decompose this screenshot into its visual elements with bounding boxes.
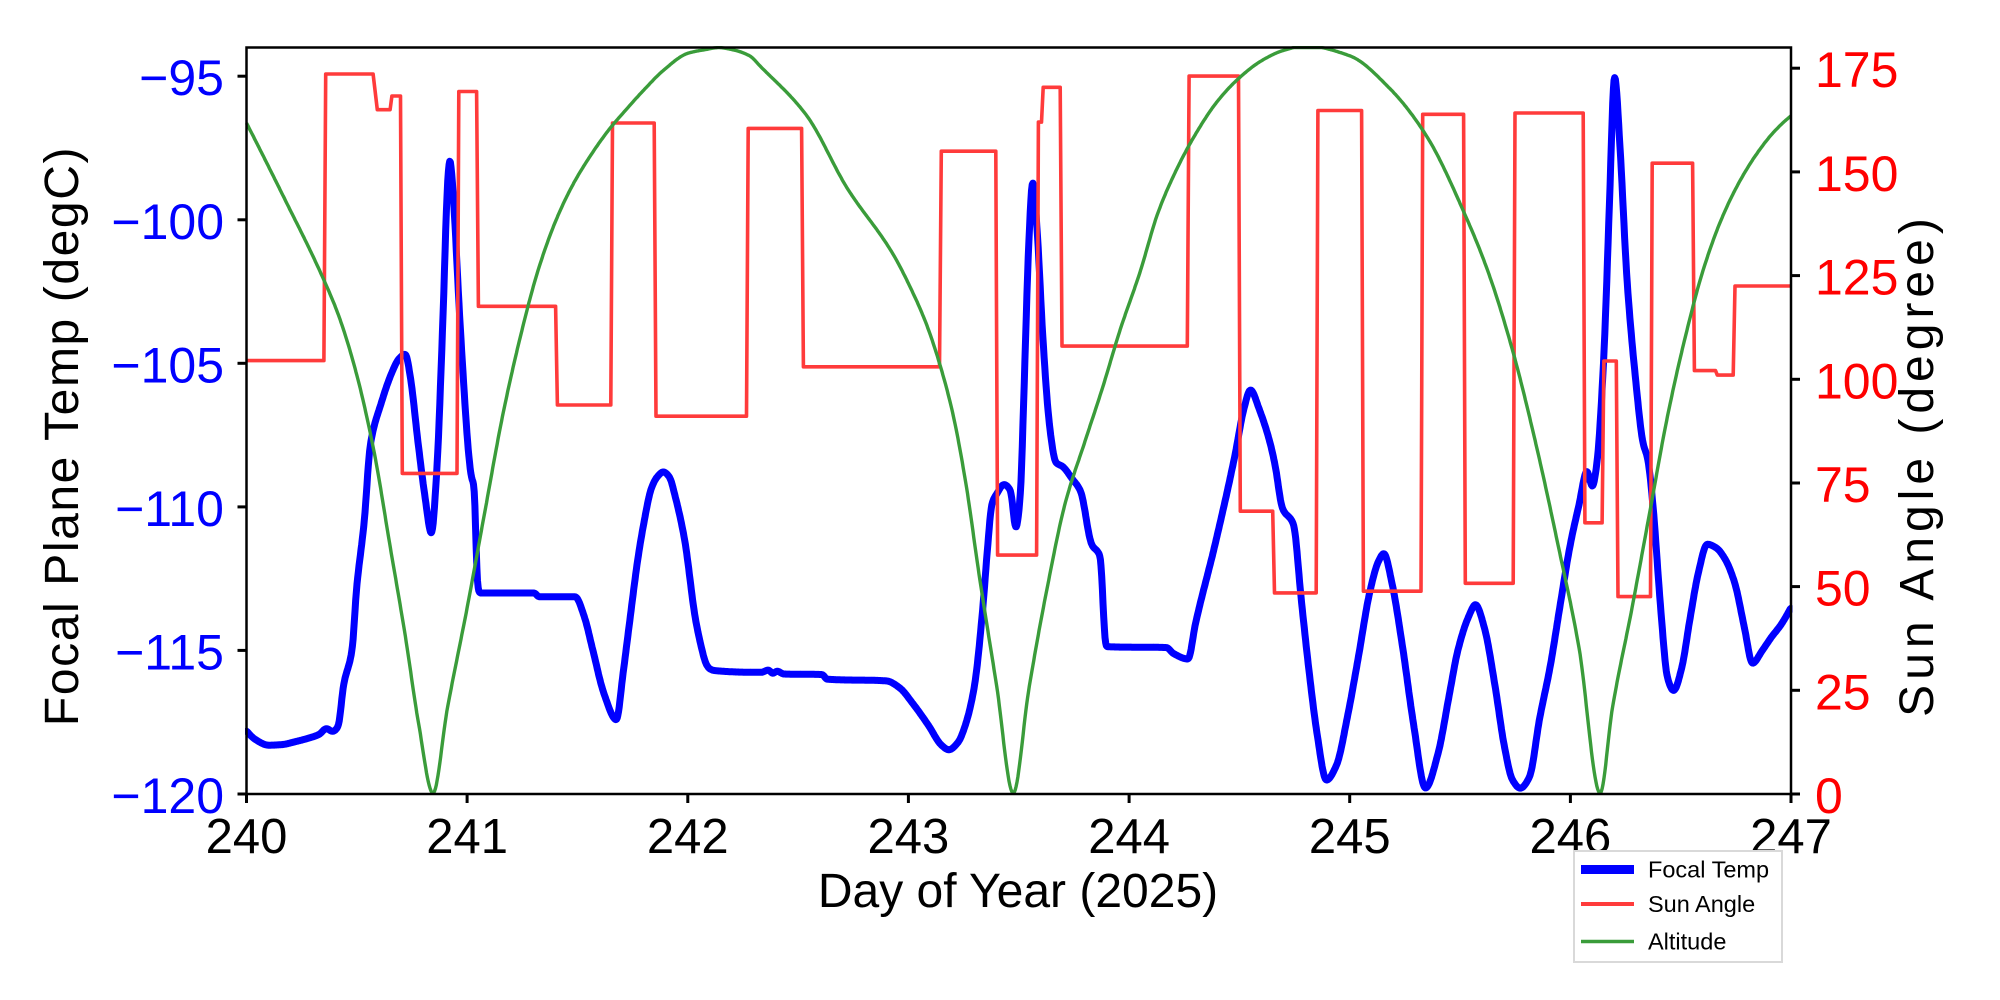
svg-text:−100: −100 [111,194,224,250]
svg-text:Sun Angle (degree): Sun Angle (degree) [1891,213,1944,717]
svg-text:242: 242 [647,810,729,864]
svg-text:125: 125 [1815,250,1898,306]
svg-text:Focal Plane Temp (degC): Focal Plane Temp (degC) [36,146,89,726]
svg-text:100: 100 [1815,353,1898,409]
svg-text:25: 25 [1815,664,1871,720]
svg-text:75: 75 [1815,457,1871,513]
svg-text:−120: −120 [111,768,224,824]
svg-text:243: 243 [868,810,950,864]
svg-text:−105: −105 [111,337,224,393]
svg-text:Focal Temp: Focal Temp [1648,857,1769,883]
svg-text:241: 241 [426,810,508,864]
svg-text:244: 244 [1088,810,1170,864]
svg-text:−110: −110 [115,481,224,537]
svg-text:245: 245 [1309,810,1391,864]
svg-text:−115: −115 [115,624,224,680]
svg-text:Sun Angle: Sun Angle [1648,891,1755,917]
svg-text:150: 150 [1815,146,1898,202]
svg-text:−95: −95 [139,50,224,106]
svg-text:240: 240 [206,810,288,864]
svg-text:175: 175 [1815,42,1898,98]
svg-text:Day of Year (2025): Day of Year (2025) [818,865,1218,918]
svg-text:0: 0 [1815,768,1843,824]
svg-text:50: 50 [1815,561,1871,617]
svg-text:Altitude: Altitude [1648,929,1726,955]
